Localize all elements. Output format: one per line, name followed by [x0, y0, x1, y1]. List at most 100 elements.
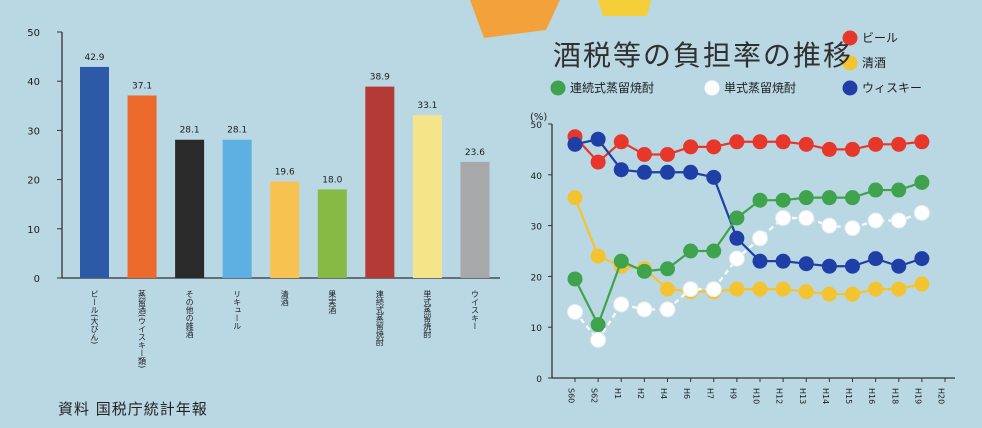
x-tick-label: H2	[636, 388, 645, 399]
x-tick-label: H14	[821, 388, 830, 404]
series-point	[659, 301, 676, 318]
series-point	[891, 281, 907, 297]
series-point	[798, 256, 814, 272]
series-point	[706, 139, 722, 155]
series-point	[752, 134, 768, 150]
series-point	[821, 141, 837, 157]
legend-swatch	[842, 30, 858, 46]
series-point	[660, 146, 675, 162]
y-axis-label: (%)	[530, 112, 547, 123]
legend-swatch	[550, 80, 566, 96]
series-line	[574, 181, 923, 328]
series-point	[775, 209, 792, 226]
bar	[127, 95, 157, 278]
series-point	[706, 169, 722, 185]
x-tick-label: H1	[613, 388, 622, 399]
y-tick-label: 40	[531, 172, 543, 182]
series-point	[636, 263, 652, 279]
category-label: ビール(大びん)	[90, 290, 99, 344]
x-tick-label: H18	[890, 388, 899, 404]
series-point	[845, 258, 860, 274]
series-point	[613, 134, 629, 150]
series-point	[890, 212, 907, 229]
legend-swatch	[704, 80, 720, 96]
series-point	[590, 317, 606, 333]
series-point	[636, 164, 652, 180]
series-point	[706, 243, 722, 259]
bar-value-label: 33.1	[417, 101, 437, 111]
series-point	[682, 281, 699, 298]
x-tick-label: H15	[844, 388, 853, 404]
series-point	[798, 136, 814, 152]
series-point	[845, 141, 860, 157]
bar-value-label: 19.6	[275, 168, 295, 178]
series-point	[613, 253, 629, 269]
x-tick-label: H20	[937, 388, 946, 404]
x-tick-label: H4	[659, 388, 668, 399]
series-point	[798, 284, 814, 300]
bar	[460, 161, 490, 278]
y-tick-label: 10	[531, 324, 543, 334]
bar	[317, 189, 347, 278]
series-point	[752, 281, 768, 297]
bar-chart: 0 10 20 30 40 50 42.9 ビール(大びん) 37.1 蒸留酒(ウイスキー類) 28…	[27, 28, 500, 368]
bar-value-label: 28.1	[227, 126, 247, 136]
series-point	[867, 212, 884, 229]
series-point	[567, 303, 583, 320]
series-point	[683, 164, 699, 180]
series-point	[636, 146, 652, 162]
series-point	[914, 174, 930, 190]
x-tick-label: H16	[867, 388, 876, 404]
legend-label: 清酒	[862, 56, 886, 70]
series-point	[660, 281, 675, 297]
series-point	[868, 136, 884, 152]
series-point	[775, 253, 791, 269]
y-tick-label: 0	[536, 375, 542, 385]
series-point	[868, 281, 884, 297]
bar-value-label: 38.9	[370, 73, 390, 83]
y-tick-label: 30	[531, 223, 543, 233]
series-point	[914, 251, 930, 267]
series-point	[567, 271, 583, 287]
bar-value-label: 37.1	[132, 81, 152, 91]
series-point	[752, 253, 768, 269]
source-note: 資料 国税庁統計年報	[58, 400, 208, 418]
series-point	[590, 154, 606, 170]
decor-yellow-paper	[598, 0, 651, 16]
series-point	[868, 251, 884, 267]
series-point	[821, 217, 838, 234]
x-tick-label: H12	[775, 388, 784, 404]
category-label: リキュール	[233, 290, 242, 330]
y-tick-label: 20	[27, 176, 40, 187]
x-tick-label: H10	[752, 388, 761, 404]
series-point	[914, 276, 930, 292]
y-tick-label: 20	[531, 273, 543, 283]
series-line	[573, 197, 923, 296]
series-point	[660, 261, 675, 277]
bar-value-label: 42.9	[84, 53, 104, 63]
series-point	[729, 281, 745, 297]
series-point	[844, 220, 861, 237]
series-point	[913, 204, 930, 221]
category-label: ウイスキー	[470, 290, 479, 330]
bar	[175, 139, 205, 278]
series-point	[567, 190, 583, 206]
series-point	[728, 250, 745, 267]
series-point	[683, 139, 699, 155]
line-chart: (%) 0 10 20 30 40 50 S60 S62 H1 H2 H4 H6 H7 H9 H10 H12 H1…	[530, 30, 955, 404]
category-label: 連続式蒸留焼酎	[375, 289, 384, 347]
series-point	[845, 286, 860, 302]
x-tick-label: S60	[567, 388, 576, 403]
category-label: その他の雑酒	[185, 290, 194, 339]
legend-swatch	[842, 55, 858, 71]
series-point	[590, 331, 607, 348]
bar-value-label: 18.0	[322, 175, 342, 185]
legend-label: 単式蒸留焼酎	[724, 80, 796, 95]
x-tick-label: H9	[728, 388, 737, 399]
series-point	[775, 192, 791, 208]
y-tick-label: 0	[34, 274, 40, 285]
bar-value-label: 23.6	[465, 148, 485, 158]
category-label: 清酒	[280, 289, 289, 307]
series-point	[590, 248, 606, 264]
